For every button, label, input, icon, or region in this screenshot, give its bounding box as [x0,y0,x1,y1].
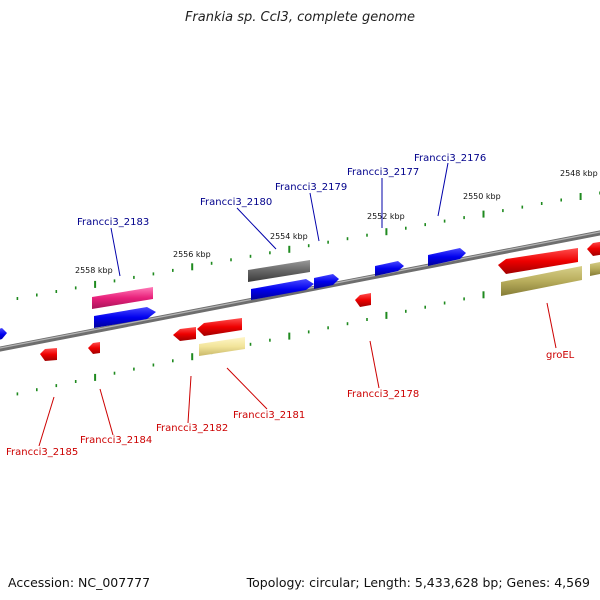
genome-summary-text: Topology: circular; Length: 5,433,628 bp… [246,575,590,590]
accession-text: Accession: NC_007777 [8,575,151,590]
gene-arrow-francci3-2182[interactable] [173,327,196,341]
gene-label[interactable]: Francci3_2179 [275,182,347,193]
map-title: Frankia sp. CcI3, complete genome [184,10,416,25]
label-leaders [38,162,557,447]
gene-arrow-francci3-2185[interactable] [40,348,57,361]
tick-label: 2554 kbp [270,232,308,241]
gene-arrow-francci3-2177[interactable] [375,261,404,276]
gene-label[interactable]: Francci3_2184 [80,435,152,446]
gene-label[interactable]: Francci3_2180 [200,197,272,208]
gene-arrow-francci3-2178[interactable] [355,293,371,307]
gene-arrow-francci3-2180[interactable] [251,279,314,300]
gene-arrow-groel[interactable] [498,248,578,274]
gene-arrow-francci3-2183-pink[interactable] [92,287,153,309]
gene-arrow[interactable] [0,328,7,341]
tick-label: 2550 kbp [463,192,501,201]
gene-arrow-francci3-2183[interactable] [94,307,156,328]
tick-label: 2556 kbp [173,250,211,259]
tick-label: 2548 kbp [560,169,598,178]
gene-label[interactable]: Francci3_2183 [77,217,149,228]
tick-label: 2558 kbp [75,266,113,275]
gene-arrow-francci3-2181[interactable] [197,318,242,336]
gene-arrow-francci3-2181-light[interactable] [199,337,245,356]
forward-features [0,248,466,341]
gene-label[interactable]: Francci3_2185 [6,447,78,458]
tick-label: 2552 kbp [367,212,405,221]
gene-arrow[interactable] [587,241,600,256]
gene-label[interactable]: Francci3_2182 [156,423,228,434]
gene-arrow-francci3-2184[interactable] [88,342,100,354]
gene-label[interactable]: Francci3_2178 [347,389,419,400]
gene-arrow-francci3-2179[interactable] [314,274,339,289]
gene-label[interactable]: Francci3_2177 [347,167,419,178]
gene-arrow-groel-khaki[interactable] [501,266,582,296]
gene-label[interactable]: groEL [546,350,575,361]
gene-label[interactable]: Francci3_2176 [414,153,486,164]
gene-label[interactable]: Francci3_2181 [233,410,305,421]
gene-arrow-khaki[interactable] [590,261,600,276]
gene-arrow-francci3-2180-gray[interactable] [248,260,310,282]
reverse-features [40,241,600,361]
gene-arrow-francci3-2176[interactable] [428,248,466,266]
